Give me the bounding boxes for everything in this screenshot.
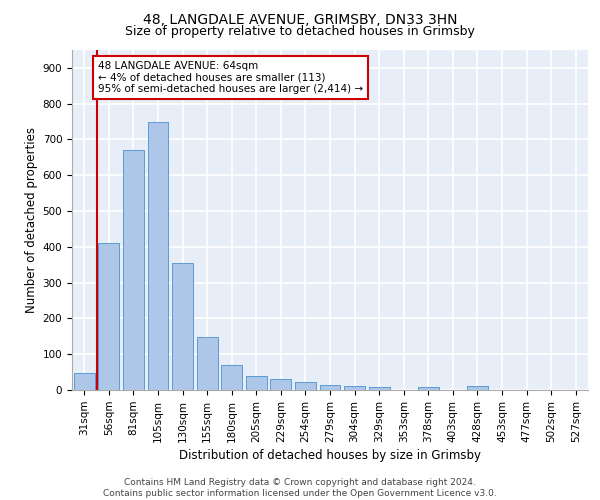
Y-axis label: Number of detached properties: Number of detached properties: [25, 127, 38, 313]
Bar: [172, 263, 193, 390]
Bar: [148, 122, 169, 390]
Bar: [320, 384, 340, 390]
X-axis label: Distribution of detached houses by size in Grimsby: Distribution of detached houses by size …: [179, 449, 481, 462]
Bar: [74, 373, 95, 390]
Text: 48, LANGDALE AVENUE, GRIMSBY, DN33 3HN: 48, LANGDALE AVENUE, GRIMSBY, DN33 3HN: [143, 12, 457, 26]
Bar: [123, 150, 144, 390]
Text: Contains HM Land Registry data © Crown copyright and database right 2024.
Contai: Contains HM Land Registry data © Crown c…: [103, 478, 497, 498]
Bar: [271, 380, 292, 390]
Bar: [344, 386, 365, 390]
Text: Size of property relative to detached houses in Grimsby: Size of property relative to detached ho…: [125, 25, 475, 38]
Bar: [197, 337, 218, 390]
Bar: [98, 244, 119, 390]
Bar: [418, 387, 439, 390]
Bar: [246, 376, 267, 390]
Bar: [221, 365, 242, 390]
Bar: [368, 387, 389, 390]
Text: 48 LANGDALE AVENUE: 64sqm
← 4% of detached houses are smaller (113)
95% of semi-: 48 LANGDALE AVENUE: 64sqm ← 4% of detach…: [98, 60, 363, 94]
Bar: [295, 382, 316, 390]
Bar: [467, 386, 488, 390]
